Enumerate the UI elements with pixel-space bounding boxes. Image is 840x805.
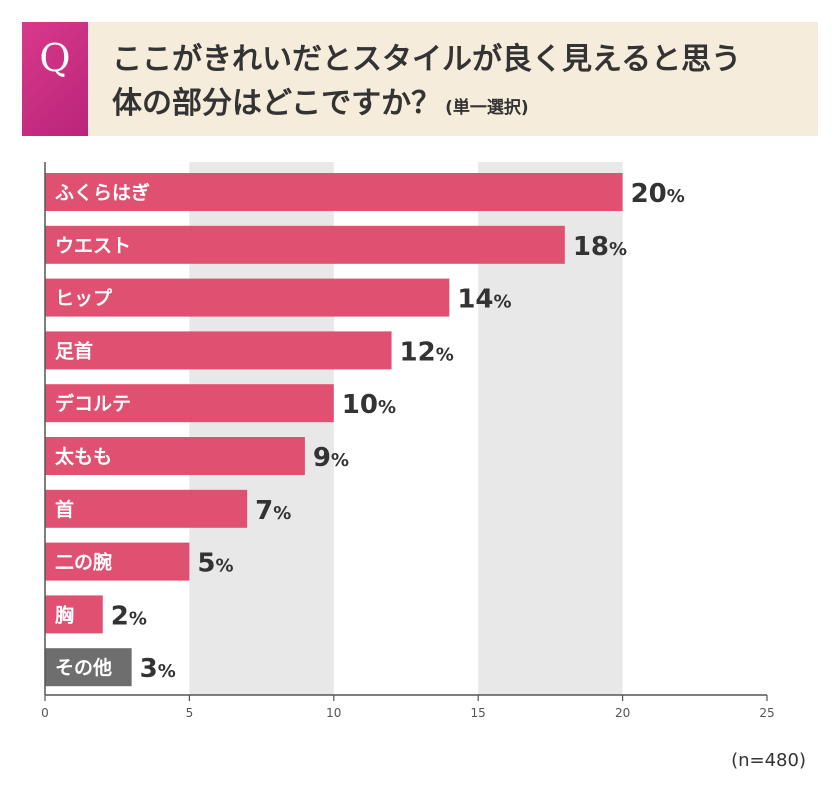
question-text-main: 体の部分はどこですか？ (112, 86, 442, 121)
bar-category-label: ウエスト (55, 235, 131, 257)
bar-category-label: 胸 (55, 603, 74, 626)
bar-category-label: ヒップ (55, 287, 113, 310)
x-tick-label: 0 (41, 706, 49, 720)
x-tick-label: 20 (615, 706, 630, 720)
x-tick-label: 10 (326, 706, 341, 720)
bar (45, 278, 450, 317)
bar (45, 648, 132, 687)
x-tick-label: 15 (471, 706, 486, 720)
bar-category-label: 首 (55, 498, 74, 521)
question-badge: Q (22, 22, 88, 136)
bar-category-label: 足首 (55, 339, 93, 362)
bar (45, 437, 305, 475)
question-badge-letter: Q (39, 36, 71, 80)
bar-value-label: 14% (457, 285, 511, 315)
bar-category-label: デコルテ (55, 392, 131, 415)
sample-size: (n=480) (731, 750, 806, 771)
bar-category-label: 二の腕 (55, 551, 112, 574)
question-text-line1: ここがきれいだとスタイルが良く見えると思う (112, 42, 742, 77)
question-text-line2: 体の部分はどこですか？ (単一選択) (112, 84, 529, 128)
bar (45, 384, 334, 423)
bar (45, 542, 190, 581)
x-tick-label: 25 (759, 706, 774, 720)
bar-value-label: 9% (313, 443, 349, 473)
bar (45, 225, 565, 264)
bar (45, 173, 623, 211)
bar (45, 595, 103, 634)
bar-category-label: 太もも (55, 445, 112, 468)
bar (45, 489, 248, 528)
question-banner: Q ここがきれいだとスタイルが良く見えると思う 体の部分はどこですか？ (単一選択… (22, 22, 818, 136)
bar-category-label: その他 (55, 656, 112, 679)
bar-value-label: 2% (111, 601, 147, 631)
bar (45, 331, 392, 370)
x-tick-label: 5 (186, 706, 194, 720)
bar-category-label: ふくらはぎ (55, 181, 150, 204)
bar-value-label: 10% (342, 390, 396, 420)
bar-value-label: 3% (140, 654, 176, 684)
bar-value-label: 12% (400, 337, 454, 367)
bar-value-label: 20% (631, 179, 685, 209)
question-note: (単一選択) (445, 98, 529, 118)
